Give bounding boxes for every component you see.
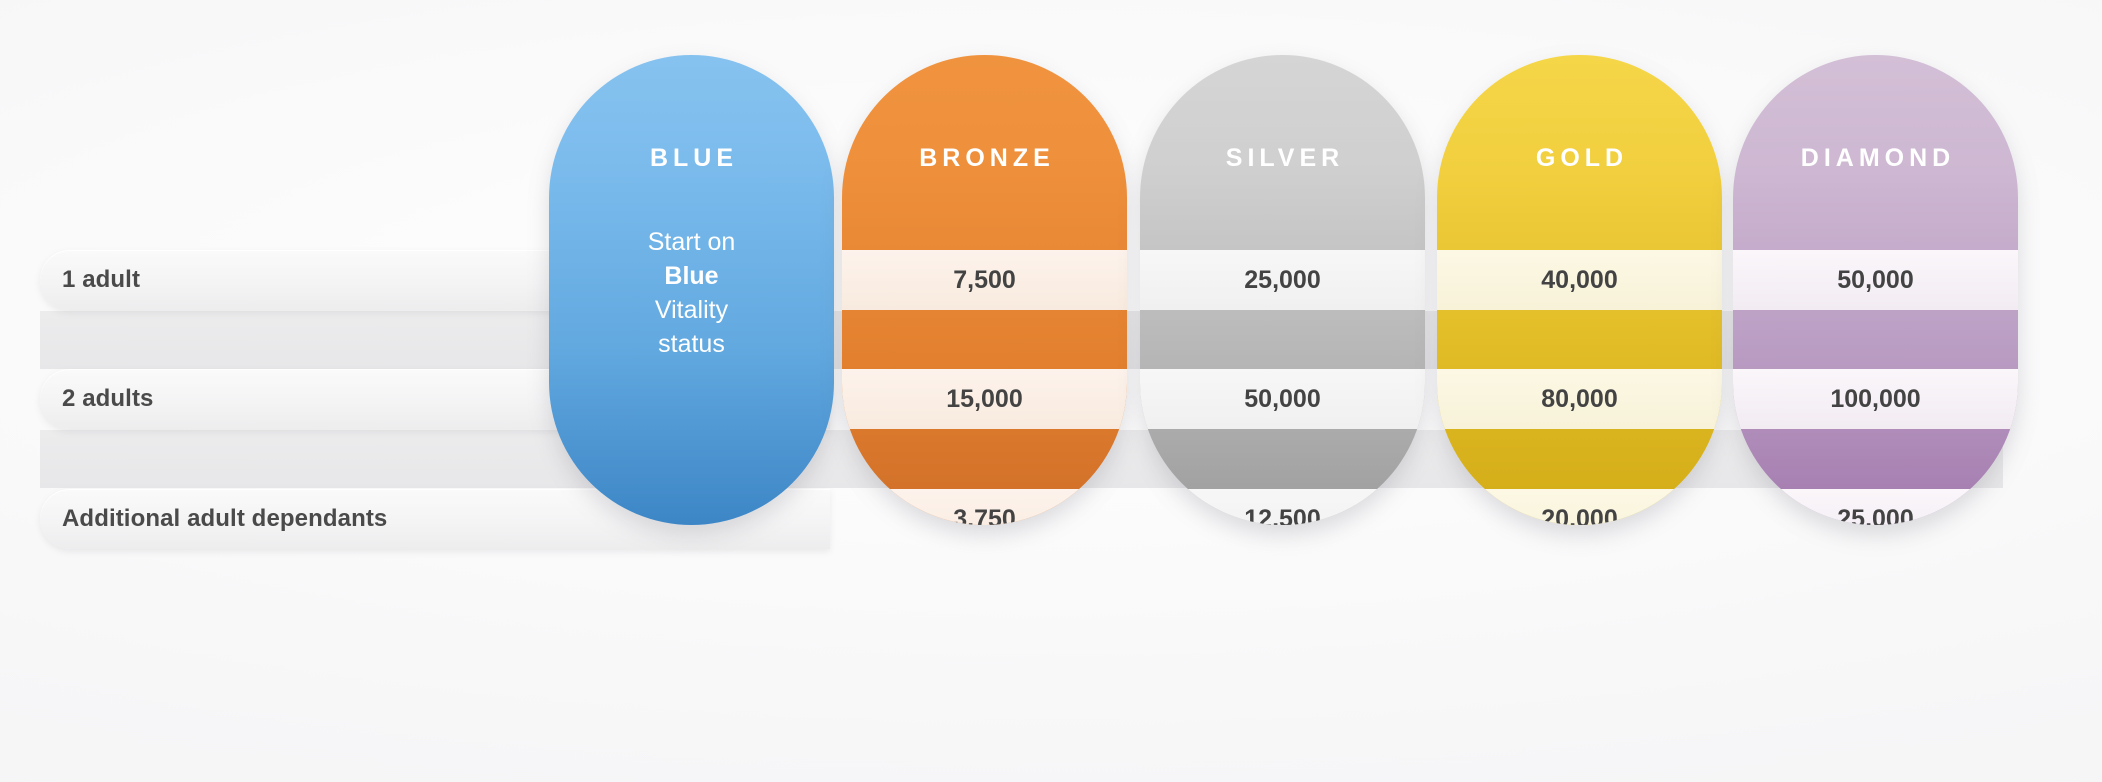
tier-header-diamond: DIAMOND — [1733, 55, 2018, 185]
tier-title-blue: BLUE — [649, 144, 739, 172]
blue-message-line-4: status — [658, 330, 725, 358]
tier-column-blue[interactable]: BLUE Start on Blue Vitality status — [549, 55, 834, 525]
cell-value: 12,500 — [1244, 504, 1321, 526]
cell-value: 7,500 — [953, 265, 1016, 294]
cell-value: 15,000 — [946, 384, 1023, 413]
cell-gold-additional-adult-dependants: 20,000 — [1437, 489, 1722, 525]
cell-bronze-additional-adult-dependants: 3,750 — [842, 489, 1127, 525]
cell-value: 50,000 — [1837, 265, 1914, 294]
cell-diamond-additional-adult-dependants: 25,000 — [1733, 489, 2018, 525]
tier-column-gold[interactable]: GOLD 40,000 80,000 20,000 — [1437, 55, 1722, 525]
tier-header-silver: SILVER — [1140, 55, 1425, 185]
blue-status-message: Start on Blue Vitality status — [549, 225, 834, 405]
cell-silver-2-adults: 50,000 — [1140, 369, 1425, 429]
cell-bronze-1-adult: 7,500 — [842, 250, 1127, 310]
cell-silver-1-adult: 25,000 — [1140, 250, 1425, 310]
tier-title-gold: GOLD — [1535, 144, 1629, 172]
cell-diamond-1-adult: 50,000 — [1733, 250, 2018, 310]
cell-bronze-2-adults: 15,000 — [842, 369, 1127, 429]
cell-value: 3,750 — [953, 504, 1016, 526]
cell-diamond-2-adults: 100,000 — [1733, 369, 2018, 429]
blue-message-line-3: Vitality — [654, 296, 729, 324]
tier-title-bronze: BRONZE — [919, 144, 1055, 172]
cell-silver-additional-adult-dependants: 12,500 — [1140, 489, 1425, 525]
cell-gold-2-adults: 80,000 — [1437, 369, 1722, 429]
row-label-1-adult: 1 adult — [62, 266, 141, 293]
tier-column-silver[interactable]: SILVER 25,000 50,000 12,500 — [1140, 55, 1425, 525]
cell-value: 100,000 — [1830, 384, 1921, 413]
tier-title-diamond: DIAMOND — [1800, 144, 1956, 172]
cell-value: 40,000 — [1541, 265, 1618, 294]
row-label-additional-adult-dependants: Additional adult dependants — [62, 505, 388, 532]
cell-value: 25,000 — [1837, 504, 1914, 526]
cell-value: 20,000 — [1541, 504, 1618, 526]
tier-column-diamond[interactable]: DIAMOND 50,000 100,000 25,000 — [1733, 55, 2018, 525]
blue-message-line-1: Start on — [647, 228, 736, 256]
cell-value: 25,000 — [1244, 265, 1321, 294]
cell-value: 50,000 — [1244, 384, 1321, 413]
blue-message-line-2: Blue — [664, 262, 719, 290]
tier-header-gold: GOLD — [1437, 55, 1722, 185]
row-label-2-adults: 2 adults — [62, 385, 154, 412]
tier-column-bronze[interactable]: BRONZE 7,500 15,000 3,750 — [842, 55, 1127, 525]
tier-title-silver: SILVER — [1225, 144, 1345, 172]
tier-header-blue: BLUE — [549, 55, 834, 185]
cell-value: 80,000 — [1541, 384, 1618, 413]
tier-header-bronze: BRONZE — [842, 55, 1127, 185]
cell-gold-1-adult: 40,000 — [1437, 250, 1722, 310]
